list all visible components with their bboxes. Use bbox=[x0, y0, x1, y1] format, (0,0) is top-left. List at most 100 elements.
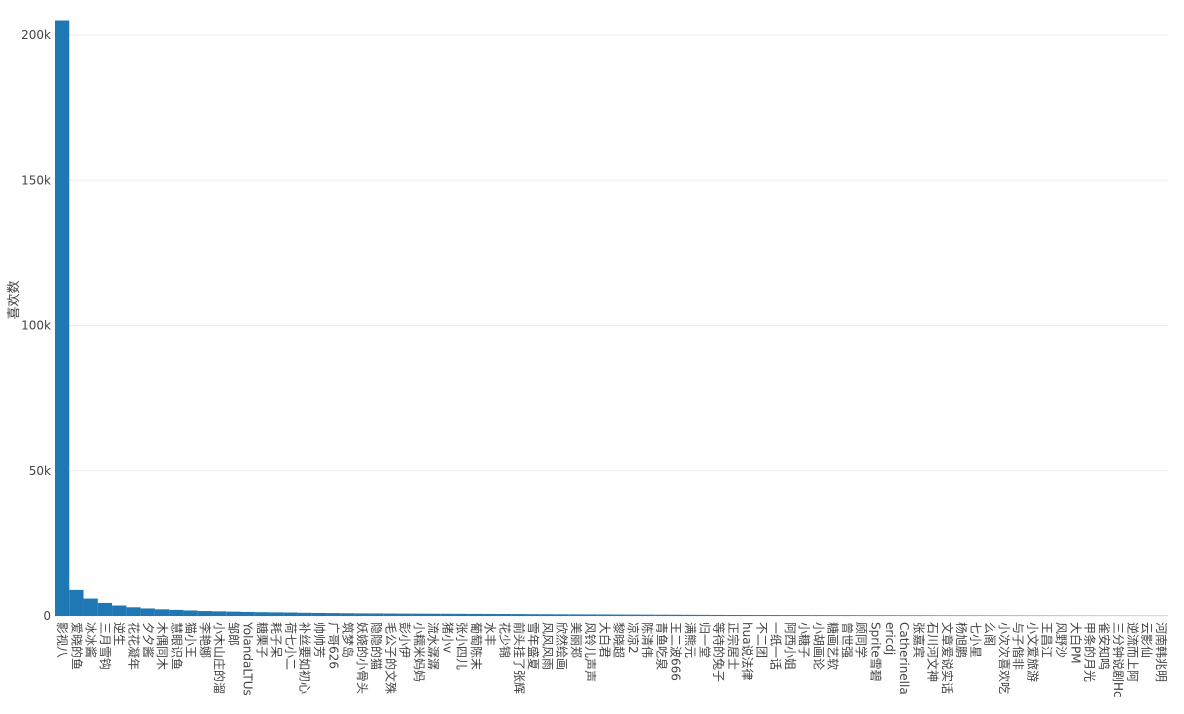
x-tick-label: 正宗居士 bbox=[726, 622, 741, 670]
x-tick-label: 前头挂了张辉 bbox=[512, 622, 527, 694]
bar bbox=[954, 615, 968, 616]
x-tick-label: 大白PM bbox=[1068, 622, 1083, 664]
x-tick-label: 荷七小二 bbox=[283, 622, 297, 670]
x-tick-label: 青鱼吃泉 bbox=[654, 622, 668, 670]
x-tick-label: 花少锦 bbox=[497, 622, 512, 658]
bar bbox=[440, 614, 454, 616]
bar bbox=[483, 614, 497, 616]
bar bbox=[911, 615, 925, 616]
x-tick-label: 欣然绘画 bbox=[555, 622, 570, 670]
bar bbox=[55, 21, 69, 616]
x-tick-label: 补丝要如初心 bbox=[298, 622, 313, 694]
bar bbox=[497, 614, 511, 616]
bar bbox=[883, 615, 897, 616]
x-tick-label: 花花凝年 bbox=[126, 622, 141, 670]
bar bbox=[112, 606, 126, 616]
x-tick-label: 雪年盛夏 bbox=[526, 622, 541, 670]
bar bbox=[169, 610, 183, 616]
x-tick-label: 毛公子的文殊 bbox=[383, 622, 398, 694]
bar bbox=[141, 608, 155, 616]
bar bbox=[283, 613, 297, 616]
bar bbox=[255, 612, 269, 616]
x-tick-label: 三月雪钩 bbox=[98, 622, 112, 670]
x-tick-label: 满熊元 bbox=[683, 622, 698, 658]
x-tick-label: 小木山庄的溜 bbox=[212, 622, 227, 694]
x-tick-label: 张小四儿 bbox=[455, 622, 469, 670]
bar bbox=[212, 611, 226, 616]
y-tick-label: 100k bbox=[21, 319, 51, 333]
x-tick-label: 猪小v bbox=[440, 622, 454, 653]
x-tick-label: 阿西小姐 bbox=[783, 622, 797, 670]
bar bbox=[469, 614, 483, 616]
bar bbox=[298, 613, 312, 616]
bar bbox=[768, 615, 782, 616]
bar bbox=[98, 603, 112, 616]
x-tick-label: 美丽郑 bbox=[569, 622, 584, 658]
bar bbox=[269, 612, 283, 616]
x-tick-label: 王二波666 bbox=[669, 622, 683, 681]
bar bbox=[226, 612, 240, 616]
bar bbox=[726, 615, 740, 616]
bar bbox=[840, 615, 854, 616]
bar bbox=[583, 614, 597, 616]
x-tick-label: YolandaLTUs bbox=[241, 621, 255, 696]
x-tick-label: 风风风雨 bbox=[540, 622, 554, 670]
x-tick-label: 凉凉2 bbox=[626, 622, 641, 654]
x-tick-label: 李艳娜 bbox=[198, 622, 213, 658]
bar bbox=[312, 613, 326, 616]
x-tick-label: 葡萄陈末 bbox=[469, 622, 484, 670]
bar bbox=[426, 614, 440, 616]
x-tick-label: 爱晓的鱼 bbox=[69, 622, 84, 670]
x-tick-label: 云影仙 bbox=[1140, 622, 1154, 658]
x-tick-label: 河南韩兆明 bbox=[1154, 622, 1169, 682]
x-tick-label: 不二团 bbox=[754, 622, 768, 658]
bar bbox=[654, 615, 668, 616]
bar bbox=[526, 614, 540, 616]
x-tick-label: 曾世强 bbox=[840, 622, 854, 658]
bar bbox=[683, 615, 697, 616]
bar bbox=[612, 615, 626, 616]
x-tick-label: 小糖子 bbox=[797, 622, 812, 658]
bar bbox=[569, 614, 583, 616]
x-tick-label: 冰冰酱 bbox=[84, 622, 99, 658]
bar bbox=[340, 613, 354, 616]
bar bbox=[512, 614, 526, 616]
y-tick-label: 50k bbox=[29, 464, 51, 478]
bar bbox=[554, 614, 568, 616]
x-tick-label: 邹郎 bbox=[226, 622, 240, 646]
bar bbox=[155, 609, 169, 616]
x-tick-label: 夕夕酱 bbox=[141, 622, 156, 658]
bar bbox=[626, 615, 640, 616]
y-tick-label: 200k bbox=[21, 28, 51, 42]
x-tick-label: 筑梦岛 bbox=[341, 622, 356, 658]
x-tick-label: 么阁 bbox=[983, 622, 997, 646]
x-tick-label: 木偶同木 bbox=[155, 622, 169, 670]
x-tick-label: Catherinella bbox=[897, 622, 911, 695]
bar bbox=[369, 613, 383, 616]
bar bbox=[383, 614, 397, 616]
bar bbox=[797, 615, 811, 616]
bar bbox=[540, 614, 554, 616]
bar bbox=[126, 607, 140, 616]
y-tick-label: 150k bbox=[21, 173, 51, 187]
x-tick-label: 逆生 bbox=[112, 622, 127, 646]
x-tick-label: 顾同学 bbox=[854, 622, 869, 658]
bar bbox=[69, 590, 83, 616]
x-tick-label: 糖栗子 bbox=[255, 622, 270, 658]
x-tick-label: 甲条的月光 bbox=[1083, 622, 1098, 682]
x-tick-label: 与子偕非 bbox=[1011, 622, 1026, 670]
x-tick-label: 风铃儿声声 bbox=[583, 622, 598, 682]
x-tick-label: 等待的兔子 bbox=[712, 622, 727, 682]
x-tick-label: 猫小王 bbox=[184, 622, 198, 658]
x-tick-label: 大白君 bbox=[597, 622, 612, 658]
x-tick-label: 耗子呆 bbox=[269, 622, 283, 658]
x-tick-label: ericdj bbox=[883, 622, 897, 655]
x-tick-label: 小糯米妈妈 bbox=[412, 622, 426, 682]
x-tick-label: 黎晓超 bbox=[612, 622, 627, 658]
bar bbox=[355, 613, 369, 616]
x-tick-label: 流水潺潺 bbox=[426, 622, 440, 670]
bar bbox=[754, 615, 768, 616]
x-tick-label: 广哥626 bbox=[326, 622, 340, 669]
x-tick-label: 慧眼识鱼 bbox=[169, 622, 184, 670]
